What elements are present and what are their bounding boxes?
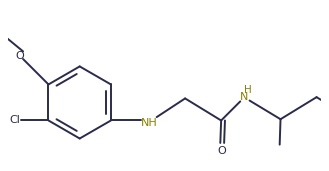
Text: Cl: Cl <box>9 115 20 126</box>
Text: H: H <box>244 84 252 95</box>
Text: O: O <box>217 146 226 156</box>
Text: O: O <box>15 51 24 61</box>
Text: NH: NH <box>141 118 158 128</box>
Text: N: N <box>240 92 249 102</box>
